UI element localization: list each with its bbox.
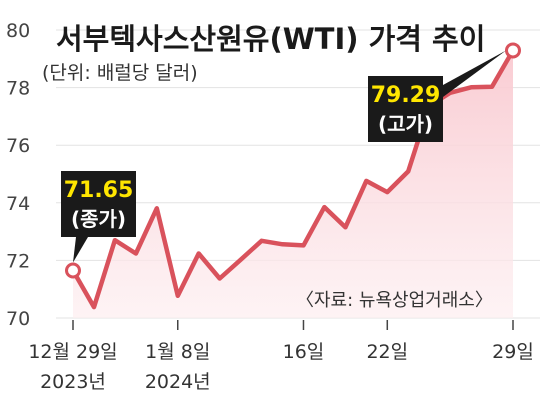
end-callout-box <box>368 76 443 142</box>
x-tick-label: 1월 8일 <box>145 341 210 363</box>
x-tick-label: 12월 29일 <box>28 341 117 363</box>
area-fill <box>73 50 513 319</box>
start-point-marker <box>65 262 81 279</box>
end-callout: 79.29 (고가) <box>368 50 506 142</box>
x-tick-label: 16일 <box>283 341 325 363</box>
x-tick-label: 29일 <box>492 341 534 363</box>
y-tick-label: 80 <box>6 20 30 42</box>
x-tick-label: 22일 <box>366 341 408 363</box>
x-tick-year-label: 2023년 <box>40 371 106 393</box>
start-callout-box <box>61 171 136 237</box>
y-tick-label: 78 <box>6 78 30 100</box>
chart-subtitle: (단위: 배럴당 달러) <box>42 62 198 84</box>
start-callout: 71.65 (종가) <box>61 171 136 263</box>
end-callout-label: (고가) <box>378 112 433 136</box>
end-callout-pointer <box>443 50 506 97</box>
x-tick-year-label: 2024년 <box>145 371 211 393</box>
chart-title: 서부텍사스산원유(WTI) 가격 추이 <box>56 22 485 56</box>
y-tick-label: 76 <box>6 135 30 157</box>
start-callout-pointer <box>73 237 88 263</box>
end-callout-value: 79.29 <box>371 83 441 108</box>
start-callout-value: 71.65 <box>64 178 134 203</box>
start-callout-label: (종가) <box>71 207 126 231</box>
y-tick-label: 74 <box>6 193 30 215</box>
y-tick-label: 72 <box>6 250 30 272</box>
y-tick-label: 70 <box>6 308 30 330</box>
chart-source: 〈자료: 뉴욕상업거래소〉 <box>296 290 493 311</box>
end-point-marker <box>505 42 521 59</box>
